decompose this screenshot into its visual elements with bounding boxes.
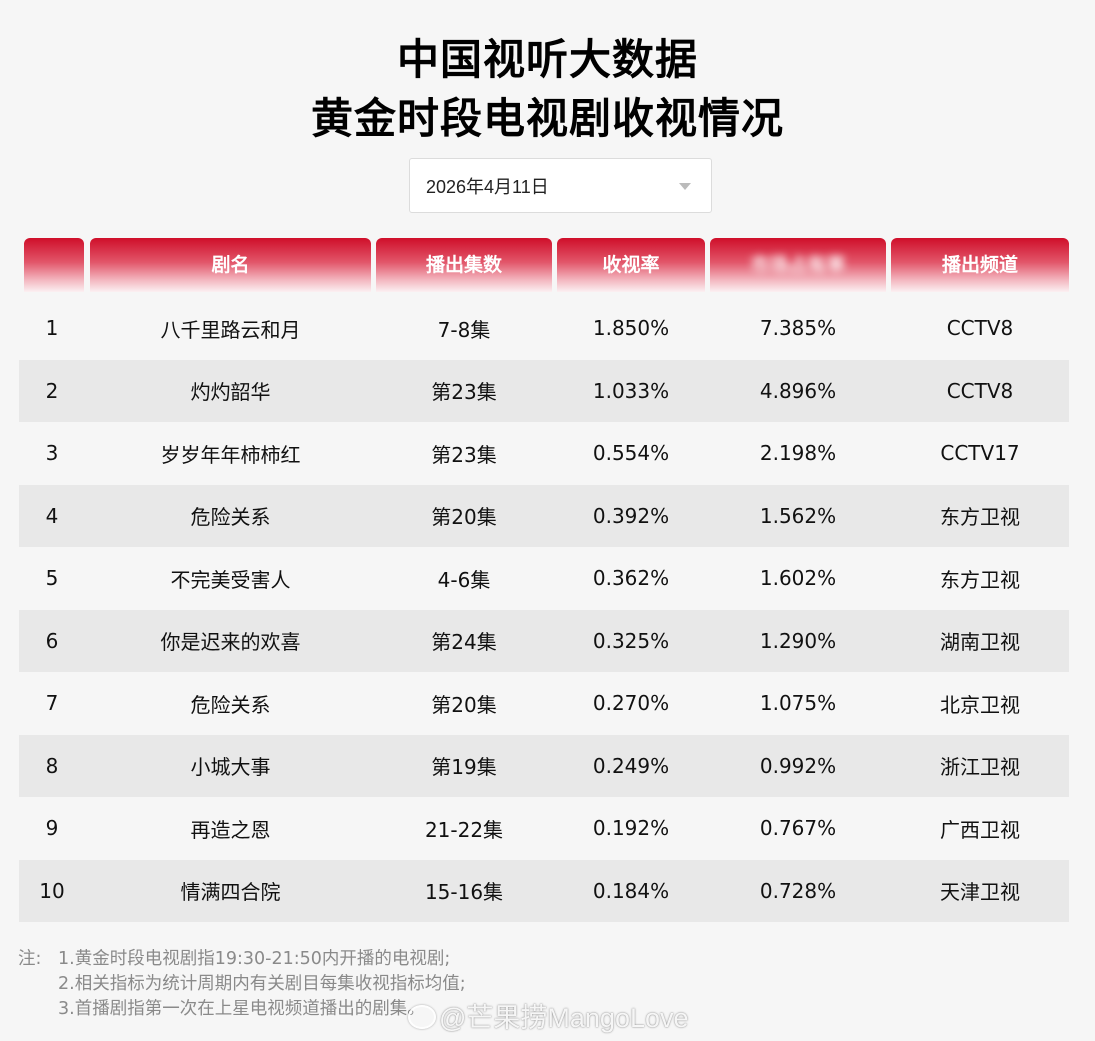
drama-name-cell: 不完美受害人 xyxy=(170,567,291,592)
episodes-cell: 第20集 xyxy=(431,505,497,530)
rank-cell: 5 xyxy=(45,566,59,591)
channel-cell: 东方卫视 xyxy=(940,505,1020,530)
rank-cell: 9 xyxy=(45,816,59,841)
share-cell: 7.385% xyxy=(759,316,837,341)
episodes-cell: 21-22集 xyxy=(424,817,504,842)
footnote-line: 2.相关指标为统计周期内有关剧目每集收视指标均值; xyxy=(58,974,466,994)
rank-cell: 8 xyxy=(45,753,59,778)
rating-cell: 0.249% xyxy=(592,753,670,778)
column-header-channel: 播出频道 xyxy=(891,238,1069,292)
drama-name-cell: 再造之恩 xyxy=(190,817,271,842)
rank-cell: 10 xyxy=(39,878,65,903)
table-row: 10 情满四合院 15-16集 0.184% 0.728% 天津卫视 xyxy=(19,859,1069,922)
rating-cell: 0.192% xyxy=(592,816,670,841)
column-header-share: 市场占有率 xyxy=(710,238,886,292)
column-header-episodes: 播出集数 xyxy=(376,238,552,292)
episodes-cell: 第24集 xyxy=(431,630,497,655)
table-row: 6 你是迟来的欢喜 第24集 0.325% 1.290% 湖南卫视 xyxy=(19,609,1069,672)
table-row: 8 小城大事 第19集 0.249% 0.992% 浙江卫视 xyxy=(19,734,1069,797)
channel-cell: CCTV8 xyxy=(946,316,1014,341)
share-cell: 1.562% xyxy=(759,503,837,528)
page-title-line2: 黄金时段电视剧收视情况 xyxy=(310,94,784,143)
watermark-text: @芒果捞MangoLove xyxy=(439,1003,689,1033)
date-select[interactable]: 2026年4月11日 xyxy=(409,158,712,213)
drama-name-cell: 你是迟来的欢喜 xyxy=(160,630,301,655)
channel-cell: 广西卫视 xyxy=(940,817,1020,842)
column-header-name: 剧名 xyxy=(90,238,371,292)
drama-name-cell: 岁岁年年柿柿红 xyxy=(160,442,301,467)
table-row: 5 不完美受害人 4-6集 0.362% 1.602% 东方卫视 xyxy=(19,547,1069,610)
table-row: 4 危险关系 第20集 0.392% 1.562% 东方卫视 xyxy=(19,484,1069,547)
watermark: @芒果捞MangoLove xyxy=(408,996,689,1035)
share-cell: 0.767% xyxy=(759,816,837,841)
date-select-value: 2026年4月11日 xyxy=(426,177,549,197)
rank-cell: 3 xyxy=(45,441,59,466)
channel-cell: 东方卫视 xyxy=(940,567,1020,592)
channel-cell: 北京卫视 xyxy=(940,692,1020,717)
footnote-line: 3.首播剧指第一次在上星电视频道播出的剧集。 xyxy=(58,999,425,1019)
drama-name-cell: 危险关系 xyxy=(190,505,271,530)
rating-cell: 0.554% xyxy=(592,441,670,466)
drama-name-cell: 小城大事 xyxy=(190,755,271,780)
table-row: 2 灼灼韶华 第23集 1.033% 4.896% CCTV8 xyxy=(19,359,1069,422)
drama-name-cell: 八千里路云和月 xyxy=(160,317,301,342)
table-body: 1 八千里路云和月 7-8集 1.850% 7.385% CCTV8 2 灼灼韶… xyxy=(19,297,1069,922)
share-cell: 4.896% xyxy=(759,378,837,403)
drama-name-cell: 灼灼韶华 xyxy=(190,380,271,405)
rank-cell: 4 xyxy=(45,503,59,528)
rating-cell: 0.184% xyxy=(592,878,670,903)
footnote-label: 注: xyxy=(18,949,42,969)
channel-cell: 浙江卫视 xyxy=(940,755,1020,780)
rank-cell: 6 xyxy=(45,628,59,653)
episodes-cell: 第19集 xyxy=(431,755,497,780)
episodes-cell: 15-16集 xyxy=(424,880,504,905)
episodes-cell: 4-6集 xyxy=(437,567,491,592)
channel-cell: 天津卫视 xyxy=(940,880,1020,905)
table-header: 剧名 播出集数 收视率 市场占有率 播出频道 xyxy=(0,238,1095,292)
footnote-line: 1.黄金时段电视剧指19:30-21:50内开播的电视剧; xyxy=(58,949,451,969)
channel-cell: CCTV8 xyxy=(946,378,1014,403)
share-cell: 2.198% xyxy=(759,441,837,466)
episodes-cell: 7-8集 xyxy=(437,317,491,342)
rank-cell: 7 xyxy=(45,691,59,716)
rating-cell: 0.362% xyxy=(592,566,670,591)
share-cell: 1.290% xyxy=(759,628,837,653)
drama-name-cell: 危险关系 xyxy=(190,692,271,717)
share-cell: 1.602% xyxy=(759,566,837,591)
episodes-cell: 第23集 xyxy=(431,442,497,467)
episodes-cell: 第23集 xyxy=(431,380,497,405)
rating-cell: 0.392% xyxy=(592,503,670,528)
rating-cell: 1.850% xyxy=(592,316,670,341)
rank-cell: 1 xyxy=(45,316,59,341)
channel-cell: 湖南卫视 xyxy=(940,630,1020,655)
channel-cell: CCTV17 xyxy=(940,441,1020,466)
table-row: 1 八千里路云和月 7-8集 1.850% 7.385% CCTV8 xyxy=(19,297,1069,360)
column-header-rating: 收视率 xyxy=(557,238,705,292)
dropdown-arrow-icon[interactable] xyxy=(679,183,691,190)
footnotes: 注: 1.黄金时段电视剧指19:30-21:50内开播的电视剧; 2.相关指标为… xyxy=(18,947,466,1022)
share-cell: 0.992% xyxy=(759,753,837,778)
page-title-line1: 中国视听大数据 xyxy=(396,35,698,84)
rank-cell: 2 xyxy=(45,378,59,403)
table-row: 7 危险关系 第20集 0.270% 1.075% 北京卫视 xyxy=(19,672,1069,735)
column-header-rank xyxy=(24,238,84,292)
weibo-logo-icon xyxy=(408,1005,436,1029)
table-row: 9 再造之恩 21-22集 0.192% 0.767% 广西卫视 xyxy=(19,797,1069,860)
episodes-cell: 第20集 xyxy=(431,692,497,717)
share-cell: 1.075% xyxy=(759,691,837,716)
drama-name-cell: 情满四合院 xyxy=(180,880,281,905)
rating-cell: 0.325% xyxy=(592,628,670,653)
share-cell: 0.728% xyxy=(759,878,837,903)
rating-cell: 0.270% xyxy=(592,691,670,716)
rating-cell: 1.033% xyxy=(592,378,670,403)
table-row: 3 岁岁年年柿柿红 第23集 0.554% 2.198% CCTV17 xyxy=(19,422,1069,485)
